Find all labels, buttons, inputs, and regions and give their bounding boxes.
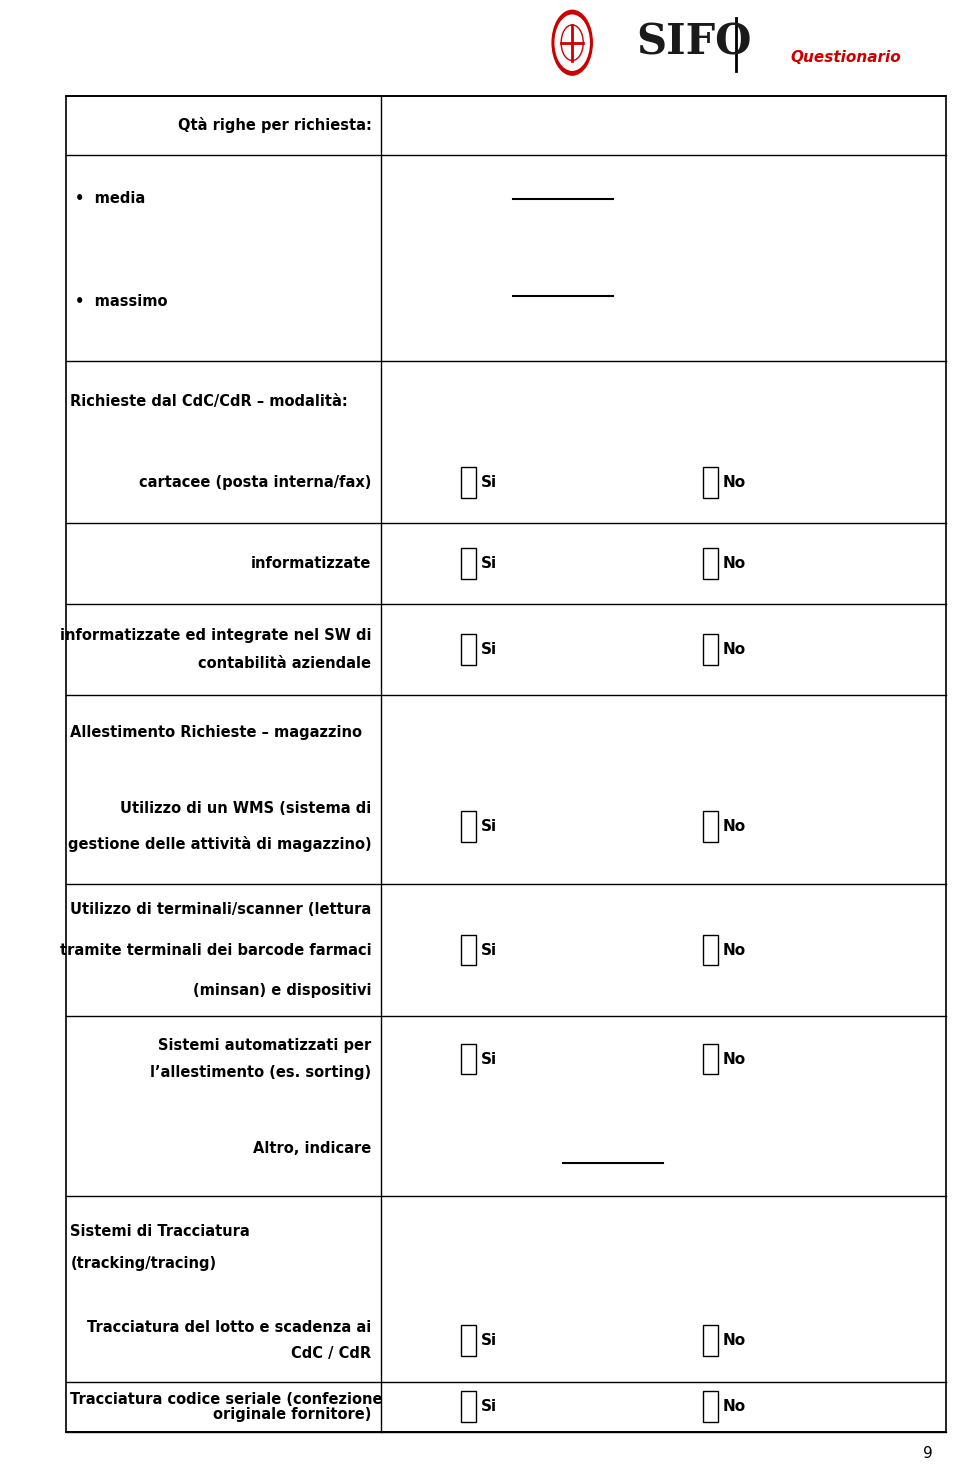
Bar xyxy=(461,467,476,498)
Text: No: No xyxy=(723,943,746,957)
Text: informatizzate: informatizzate xyxy=(252,555,372,572)
Text: Tracciatura del lotto e scadenza ai: Tracciatura del lotto e scadenza ai xyxy=(87,1320,372,1335)
Bar xyxy=(703,1326,718,1355)
Bar xyxy=(703,467,718,498)
Text: Si: Si xyxy=(481,555,497,572)
Bar xyxy=(461,548,476,579)
Text: tramite terminali dei barcode farmaci: tramite terminali dei barcode farmaci xyxy=(60,943,372,957)
Text: gestione delle attività di magazzino): gestione delle attività di magazzino) xyxy=(68,837,372,851)
Text: Richieste dal CdC/CdR – modalità:: Richieste dal CdC/CdR – modalità: xyxy=(70,393,348,409)
Text: (tracking/tracing): (tracking/tracing) xyxy=(70,1256,216,1271)
Text: Si: Si xyxy=(481,474,497,491)
Bar xyxy=(703,635,718,664)
Bar xyxy=(461,1326,476,1355)
Text: l’allestimento (es. sorting): l’allestimento (es. sorting) xyxy=(151,1065,372,1080)
Text: contabilità aziendale: contabilità aziendale xyxy=(199,655,372,672)
Text: (minsan) e dispositivi: (minsan) e dispositivi xyxy=(193,984,372,999)
Circle shape xyxy=(552,10,592,75)
Text: Sistemi automatizzati per: Sistemi automatizzati per xyxy=(158,1038,372,1053)
Text: No: No xyxy=(723,819,746,834)
Text: No: No xyxy=(723,555,746,572)
Bar xyxy=(703,812,718,841)
Text: No: No xyxy=(723,474,746,491)
Text: Tracciatura codice seriale (confezione: Tracciatura codice seriale (confezione xyxy=(70,1392,383,1407)
Text: Sistemi di Tracciatura: Sistemi di Tracciatura xyxy=(70,1224,250,1239)
Text: Si: Si xyxy=(481,642,497,657)
Bar xyxy=(461,1044,476,1074)
Text: Altro, indicare: Altro, indicare xyxy=(253,1142,372,1156)
Bar xyxy=(703,935,718,965)
Text: originale fornitore): originale fornitore) xyxy=(213,1407,372,1421)
Text: informatizzate ed integrate nel SW di: informatizzate ed integrate nel SW di xyxy=(60,627,372,644)
Text: No: No xyxy=(723,1399,746,1414)
Text: Si: Si xyxy=(481,943,497,957)
Text: Qtà righe per richiesta:: Qtà righe per richiesta: xyxy=(178,118,372,133)
Text: Si: Si xyxy=(481,1052,497,1066)
Text: No: No xyxy=(723,1052,746,1066)
Bar xyxy=(703,1044,718,1074)
Text: •  massimo: • massimo xyxy=(75,295,167,309)
Bar xyxy=(703,1392,718,1421)
Text: 9: 9 xyxy=(923,1446,932,1461)
Text: cartacee (posta interna/fax): cartacee (posta interna/fax) xyxy=(139,474,372,491)
Circle shape xyxy=(555,15,589,71)
Text: Questionario: Questionario xyxy=(791,50,901,65)
Bar xyxy=(461,812,476,841)
Bar xyxy=(703,548,718,579)
Text: Utilizzo di un WMS (sistema di: Utilizzo di un WMS (sistema di xyxy=(120,801,372,816)
Text: •  media: • media xyxy=(75,191,145,206)
Text: CdC / CdR: CdC / CdR xyxy=(291,1346,372,1361)
Bar xyxy=(461,635,476,664)
Text: Allestimento Richieste – magazzino: Allestimento Richieste – magazzino xyxy=(70,725,362,739)
Text: Si: Si xyxy=(481,1399,497,1414)
Text: Utilizzo di terminali/scanner (lettura: Utilizzo di terminali/scanner (lettura xyxy=(70,901,372,916)
Text: No: No xyxy=(723,1333,746,1348)
Bar xyxy=(461,1392,476,1421)
Text: No: No xyxy=(723,642,746,657)
Text: Si: Si xyxy=(481,1333,497,1348)
Text: Si: Si xyxy=(481,819,497,834)
Bar xyxy=(461,935,476,965)
Text: SIFO: SIFO xyxy=(636,22,752,63)
